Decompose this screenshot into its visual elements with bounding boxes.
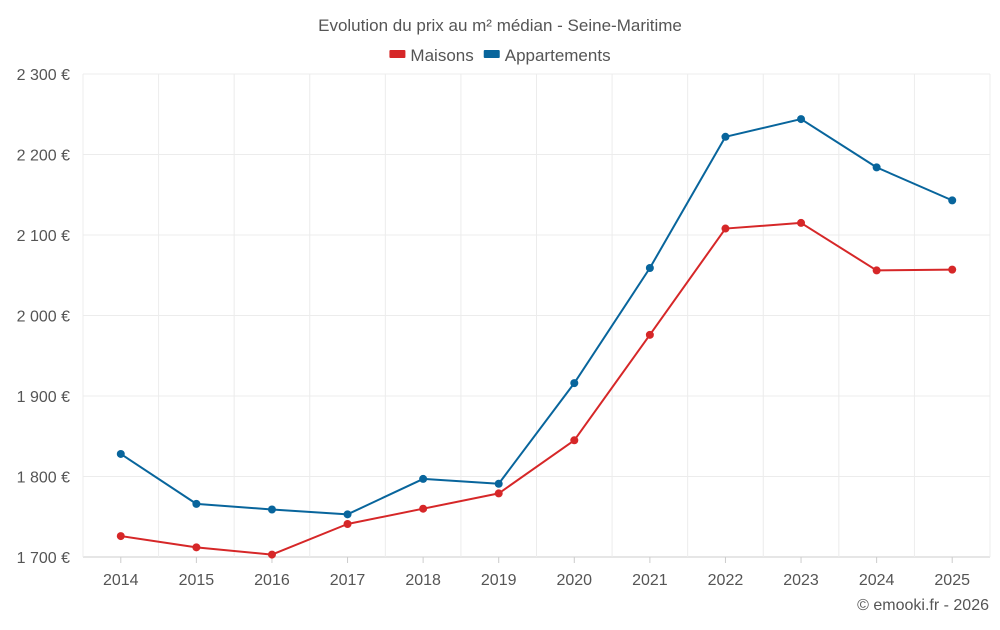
chart-title: Evolution du prix au m² médian - Seine-M… <box>318 16 682 35</box>
data-point-maisons <box>267 550 276 559</box>
x-tick-label: 2020 <box>556 572 592 589</box>
copyright-credit: © emooki.fr - 2026 <box>857 597 989 614</box>
legend-swatch <box>483 50 500 58</box>
legend-label: Maisons <box>410 46 473 65</box>
x-tick-label: 2016 <box>254 572 290 589</box>
data-point-maisons <box>872 266 881 275</box>
data-point-appartements <box>116 449 125 458</box>
data-point-maisons <box>192 543 201 552</box>
y-tick-label: 2 100 € <box>17 228 70 245</box>
y-tick-label: 1 800 € <box>17 470 70 487</box>
data-point-appartements <box>721 132 730 141</box>
legend-item-maisons: Maisons <box>389 46 474 65</box>
data-point-maisons <box>645 330 654 339</box>
series-line-maisons <box>120 221 953 556</box>
series-group <box>116 115 957 559</box>
data-point-appartements <box>343 510 352 519</box>
y-tick-label: 1 700 € <box>17 550 70 567</box>
data-point-appartements <box>797 115 806 124</box>
grid <box>82 73 991 558</box>
x-tick-label: 2022 <box>708 572 744 589</box>
y-tick-label: 1 900 € <box>17 389 70 406</box>
data-point-maisons <box>116 532 125 541</box>
x-tick-label: 2019 <box>481 572 517 589</box>
x-tick-label: 2024 <box>859 572 895 589</box>
y-tick-label: 2 300 € <box>17 67 70 84</box>
series-line-appartements <box>120 118 953 516</box>
x-tick-label: 2017 <box>330 572 366 589</box>
x-tick-label: 2025 <box>934 572 970 589</box>
data-point-appartements <box>948 196 957 205</box>
data-point-maisons <box>343 519 352 528</box>
legend: Maisons Appartements <box>389 46 611 65</box>
x-tick-label: 2015 <box>179 572 215 589</box>
data-point-appartements <box>872 163 881 172</box>
data-point-maisons <box>797 218 806 227</box>
y-tick-label: 2 200 € <box>17 148 70 165</box>
x-axis: 2014 2015 2016 2017 2018 2019 2020 2021 2022 2023… <box>103 557 970 589</box>
x-tick-label: 2018 <box>405 572 441 589</box>
data-point-maisons <box>494 489 503 498</box>
legend-item-appartements: Appartements <box>483 46 611 65</box>
data-point-appartements <box>419 474 428 483</box>
data-point-maisons <box>948 265 957 274</box>
x-tick-label: 2014 <box>103 572 139 589</box>
y-axis: 1 700 € 1 800 € 1 900 € 2 000 € 2 100 € 2 200… <box>17 67 70 567</box>
data-point-appartements <box>192 499 201 508</box>
y-tick-label: 2 000 € <box>17 309 70 326</box>
data-point-maisons <box>419 504 428 513</box>
legend-swatch <box>389 50 406 58</box>
data-point-maisons <box>721 224 730 233</box>
data-point-appartements <box>494 479 503 488</box>
data-point-appartements <box>267 505 276 514</box>
data-point-maisons <box>570 436 579 445</box>
x-tick-label: 2021 <box>632 572 668 589</box>
data-point-appartements <box>570 379 579 388</box>
data-point-appartements <box>645 264 654 273</box>
x-tick-label: 2023 <box>783 572 819 589</box>
legend-label: Appartements <box>505 46 611 65</box>
